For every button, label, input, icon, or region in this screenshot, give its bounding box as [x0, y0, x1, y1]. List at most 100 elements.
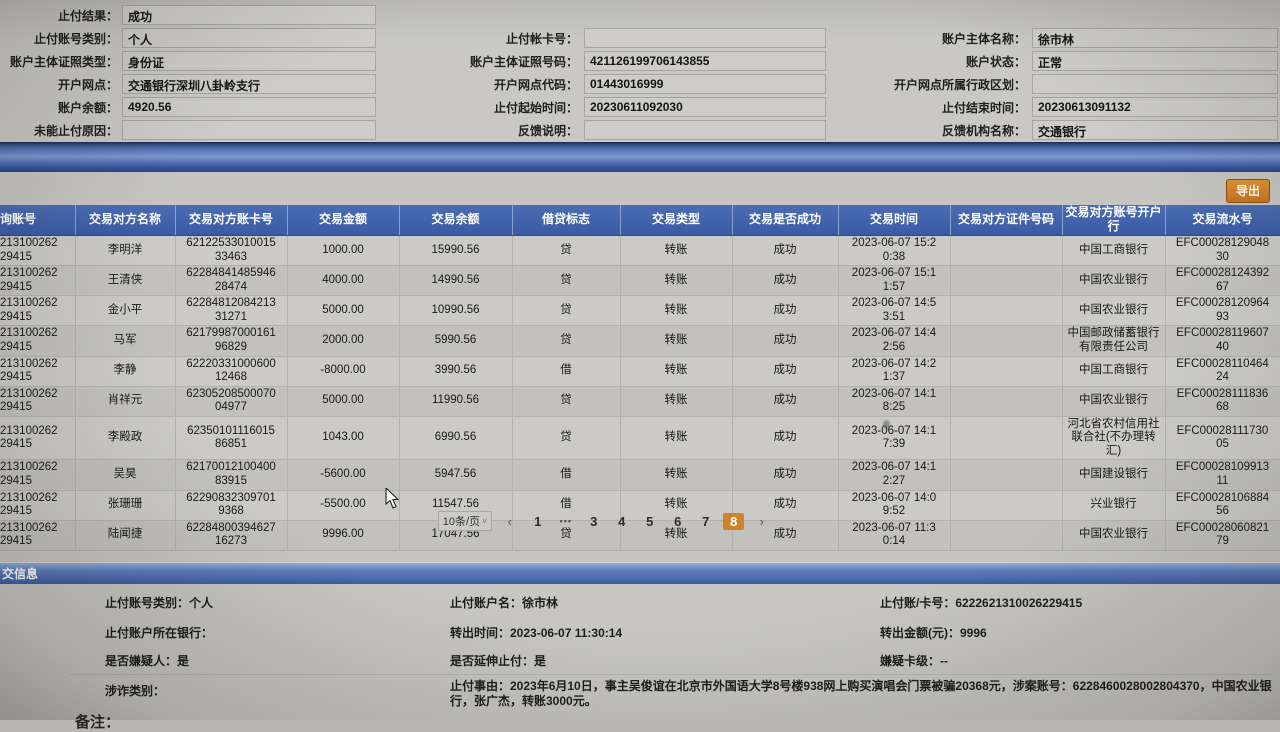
page-size-select[interactable]: 10条/页 ˅	[437, 511, 493, 531]
table-cell: EFC00028110464 24	[1165, 356, 1280, 387]
table-cell: 转账	[620, 416, 733, 461]
prev-page-button[interactable]: ‹	[507, 513, 512, 529]
table-cell: 62170012100400 83915	[175, 459, 288, 491]
form-label: 账户余额：	[57, 101, 118, 115]
page-button-3[interactable]: 3	[590, 513, 598, 529]
table-cell: 成功	[732, 416, 839, 461]
table-cell: 成功	[732, 520, 839, 551]
table-row[interactable]: 213100262 29415 张珊珊 62290832309701 9368 -55…	[0, 490, 1280, 521]
table-cell: 2023-06-07 14:1 2:27	[838, 459, 951, 491]
table-cell: 马军	[75, 325, 176, 357]
info-field: 转出时间：2023-06-07 11:30:14	[450, 626, 623, 640]
table-cell: 转账	[620, 295, 733, 327]
fraud-category-field: 涉诈类别：	[105, 684, 166, 698]
table-cell: EFC00028129048 30	[1165, 235, 1280, 267]
info-field: 是否嫌疑人：是	[105, 654, 190, 668]
form-value-field: 01443016999	[584, 74, 826, 94]
form-value-field	[584, 120, 826, 140]
form-row: 未能止付原因： 反馈说明： 反馈机构名称： 交通银行	[0, 119, 1280, 142]
table-cell: 转账	[620, 386, 733, 417]
page-button-7[interactable]: 7	[702, 513, 710, 529]
form-label: 止付结束时间：	[941, 101, 1026, 115]
column-header: 交易是否成功	[732, 205, 839, 236]
page-button-8[interactable]: 8	[723, 512, 745, 530]
page-button-5[interactable]: 5	[646, 513, 654, 529]
table-cell: 4000.00	[287, 265, 400, 297]
form-value-field: 身份证	[122, 51, 376, 71]
table-cell: 2023-06-07 14:0 9:52	[838, 490, 951, 521]
table-cell	[950, 235, 1063, 267]
table-row[interactable]: 213100262 29415 马军 62179987000161 96829 200…	[0, 325, 1280, 357]
form-value-field: 个人	[122, 28, 376, 48]
column-header: 交易对方账号开户行	[1062, 205, 1166, 236]
form-value-field	[1032, 74, 1278, 94]
form-label: 止付账号类别：	[33, 32, 118, 46]
table-cell: 62290832309701 9368	[175, 490, 288, 521]
table-row[interactable]: 213100262 29415 吴昊 62170012100400 83915 -56…	[0, 459, 1280, 491]
next-page-button[interactable]: ›	[759, 513, 764, 529]
table-cell	[950, 490, 1063, 521]
table-cell: EFC00028109913 11	[1165, 459, 1280, 491]
page-button-6[interactable]: 6	[674, 513, 682, 529]
table-cell: 贷	[512, 235, 621, 267]
transactions-table: 询账号 交易对方名称 交易对方账卡号 交易金额 交易余额 借贷标志 交易类型 交易是否成功 交易…	[0, 205, 1280, 551]
column-header: 询账号	[0, 205, 76, 236]
table-cell: 62284841485946 28474	[175, 265, 288, 297]
table-cell: 1000.00	[287, 235, 400, 267]
export-button[interactable]: 导出	[1225, 179, 1270, 203]
table-cell: 中国农业银行	[1062, 295, 1166, 327]
table-row[interactable]: 213100262 29415 李静 62220331000600 12468 -80…	[0, 356, 1280, 387]
table-cell	[950, 459, 1063, 491]
table-cell: 2023-06-07 14:1 7:39	[838, 416, 951, 461]
table-cell: 2000.00	[287, 325, 400, 357]
table-cell: EFC00028124392 67	[1165, 265, 1280, 297]
table-cell: 王清侠	[75, 265, 176, 297]
table-cell: -5600.00	[287, 459, 400, 491]
form-row: 止付账号类别： 个人 止付帐卡号： 账户主体名称： 徐市林	[0, 27, 1280, 50]
table-cell: 借	[512, 356, 621, 387]
form-label: 账户状态：	[965, 55, 1026, 69]
form-value-field: 4920.56	[122, 97, 376, 117]
table-cell: 2023-06-07 15:1 1:57	[838, 265, 951, 297]
table-cell: 金小平	[75, 295, 176, 327]
table-cell: 贷	[512, 416, 621, 461]
table-row[interactable]: 213100262 29415 王清侠 62284841485946 28474 40…	[0, 265, 1280, 297]
table-cell: 62179987000161 96829	[175, 325, 288, 357]
table-cell: EFC00028111730 05	[1165, 416, 1280, 461]
table-cell: 62350101116015 86851	[175, 416, 288, 461]
form-value-field: 成功	[122, 5, 376, 25]
table-cell: EFC00028106884 56	[1165, 490, 1280, 521]
page-button-4[interactable]: 4	[618, 513, 626, 529]
info-field: 止付账/卡号：6222621310026229415	[880, 596, 1083, 610]
table-row[interactable]: 213100262 29415 陆闻捷 62284800394627 16273 99…	[0, 520, 1280, 551]
table-cell: 吴昊	[75, 459, 176, 491]
form-value-field: 20230611092030	[584, 97, 826, 117]
table-row[interactable]: 213100262 29415 肖祥元 62305208500070 04977 50…	[0, 386, 1280, 417]
form-value-field: 正常	[1032, 51, 1278, 71]
form-row: 开户网点： 交通银行深圳八卦岭支行 开户网点代码： 01443016999 开户网点所属…	[0, 73, 1280, 96]
table-cell: 213100262 29415	[0, 520, 76, 551]
page-button-1[interactable]: 1	[534, 513, 542, 529]
table-row[interactable]: 213100262 29415 李殿政 62350101116015 86851 10…	[0, 416, 1280, 461]
column-header: 交易对方账卡号	[175, 205, 288, 236]
table-cell: 62284800394627 16273	[175, 520, 288, 551]
table-cell: 213100262 29415	[0, 459, 76, 491]
table-cell: 河北省农村信用社 联合社(不办理转 汇)	[1062, 416, 1166, 461]
table-cell: 9996.00	[287, 520, 400, 551]
column-header: 交易流水号	[1165, 205, 1280, 236]
table-cell: 213100262 29415	[0, 416, 76, 461]
table-cell: 陆闻捷	[75, 520, 176, 551]
table-cell: 2023-06-07 14:1 8:25	[838, 386, 951, 417]
table-row[interactable]: 213100262 29415 金小平 62284812084213 31271 50…	[0, 295, 1280, 327]
table-cell: 中国建设银行	[1062, 459, 1166, 491]
page-ellipsis: •••	[559, 516, 572, 526]
table-cell: 213100262 29415	[0, 265, 76, 297]
table-row[interactable]: 213100262 29415 李明洋 62122533010015 33463 10…	[0, 235, 1280, 267]
form-label: 开户网点代码：	[493, 78, 578, 92]
form-label: 账户主体证照号码：	[469, 55, 578, 69]
column-header: 交易对方证件号码	[950, 205, 1063, 236]
form-value-field	[122, 120, 376, 140]
table-cell: 6990.56	[399, 416, 513, 461]
table-cell: 213100262 29415	[0, 356, 76, 387]
info-field: 转出金额(元)：9996	[880, 626, 987, 640]
